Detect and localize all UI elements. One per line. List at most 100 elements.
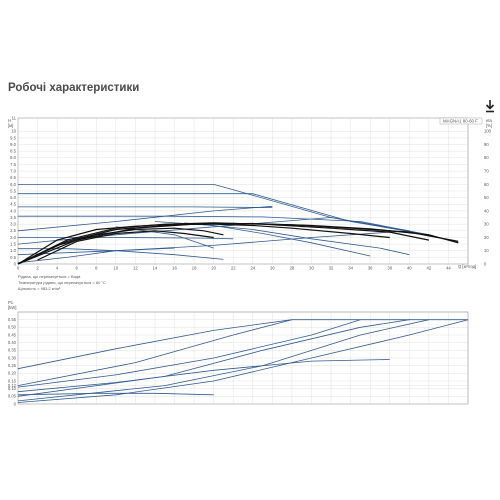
- p-tick-label: 0.35: [8, 348, 17, 353]
- pump-curve: [18, 237, 234, 240]
- pump-curve: [184, 222, 410, 256]
- power-curve: [17, 319, 468, 370]
- y-tick-label: 5.5: [10, 188, 16, 193]
- p-tick-label: 0.50: [8, 325, 17, 330]
- x-tick-label: 2: [36, 266, 39, 271]
- y-tick-label: 2.5: [10, 228, 16, 233]
- x-tick-label: 6: [76, 266, 79, 271]
- y-tick-label: 9.5: [10, 135, 16, 140]
- y2-tick-label: 40: [484, 208, 489, 213]
- y-tick-label: 6.5: [10, 175, 16, 180]
- p-tick-label: 0.30: [8, 355, 17, 360]
- power-curve: [17, 392, 214, 396]
- p-tick-label: 0.12: [8, 383, 17, 388]
- x-tick-label: 24: [250, 266, 255, 271]
- p-tick-label: 0: [14, 401, 17, 406]
- head-ticks: 0 2 4 6 8 10 12 14 16 18 20 22 24 26 28 30 32 34 36 38 40 42 4…: [10, 115, 491, 270]
- p-tick-label: 0.25: [8, 363, 17, 368]
- y-unit-label-2: [м]: [8, 123, 13, 128]
- p-tick-label: 0.55: [8, 317, 17, 322]
- y-tick-label: 9.0: [10, 142, 16, 147]
- x-label: Q [м³/год]: [458, 264, 476, 269]
- x-tick-label: 30: [309, 266, 314, 271]
- y2-tick-label: 60: [484, 182, 489, 187]
- x-tick-label: 22: [231, 266, 236, 271]
- y2-tick-label: 50: [484, 195, 489, 200]
- y-tick-label: 1.5: [10, 241, 16, 246]
- y2-unit-label-1: eta: [486, 118, 492, 123]
- power-curve: [17, 319, 293, 386]
- x-tick-label: 20: [211, 266, 216, 271]
- p-tick-label: 0.40: [8, 340, 17, 345]
- note-liquid: Рідина, що перекачується = Вода: [18, 274, 81, 279]
- power-curve: [17, 319, 469, 403]
- p-tick-label: 0.20: [8, 371, 17, 376]
- y-tick-label: 7.0: [10, 168, 16, 173]
- x-tick-label: 32: [329, 266, 334, 271]
- pump-curve: [17, 230, 410, 256]
- y-tick-label: 5.0: [10, 195, 16, 200]
- p-unit-label-1: P1: [8, 300, 14, 305]
- power-chart: 0 0.05 0.100.120.15 0.20 0.25 0.30 0.35 0.40 0.4…: [8, 300, 469, 406]
- legend-label: MAGNA1 80-60 F: [443, 119, 478, 124]
- y2-tick-label: 100: [484, 129, 492, 134]
- pump-curve: [17, 247, 175, 264]
- head-chart: 0 2 4 6 8 10 12 14 16 18 20 22 24 26 28 30 32 34 36 38 40 42 4…: [8, 115, 492, 291]
- power-curve: [17, 319, 410, 397]
- y-tick-label: 2.0: [10, 235, 16, 240]
- efficiency-curve: [17, 227, 224, 265]
- x-tick-label: 42: [427, 266, 432, 271]
- y2-tick-label: 80: [484, 155, 489, 160]
- head-series: [17, 184, 459, 265]
- p-tick-label: 0.15: [8, 378, 17, 383]
- y2-tick-label: 90: [484, 142, 489, 147]
- y-tick-label: 4.0: [10, 208, 16, 213]
- y-tick-label: 8.5: [10, 149, 16, 154]
- x-tick-label: 18: [192, 266, 197, 271]
- x-tick-label: 34: [348, 266, 353, 271]
- x-tick-label: 44: [446, 266, 451, 271]
- p-tick-label: 0.05: [8, 394, 17, 399]
- y-tick-label: 4.5: [10, 202, 16, 207]
- x-tick-label: 12: [133, 266, 138, 271]
- pump-curve: [18, 184, 459, 244]
- x-tick-label: 10: [113, 266, 118, 271]
- y2-tick-label: 0: [484, 261, 487, 266]
- x-tick-label: 36: [368, 266, 373, 271]
- efficiency-curve: [37, 230, 214, 261]
- x-tick-label: 28: [290, 266, 295, 271]
- y-tick-label: 1.0: [10, 248, 16, 253]
- head-grid: [17, 117, 469, 265]
- x-tick-label: 0: [17, 266, 20, 271]
- y-tick-label: 11: [12, 115, 17, 120]
- y2-tick-label: 10: [484, 248, 489, 253]
- y2-tick-label: 70: [484, 168, 489, 173]
- x-tick-label: 16: [172, 266, 177, 271]
- y-tick-label: 7.5: [10, 162, 16, 167]
- efficiency-curve: [17, 222, 459, 265]
- power-curve: [17, 319, 361, 388]
- p-tick-label: 0.10: [8, 386, 17, 391]
- power-curve: [17, 359, 390, 393]
- legend-box: [439, 117, 483, 125]
- page-title: Робочі характеристики: [8, 82, 140, 94]
- y2-tick-label: 20: [484, 235, 489, 240]
- x-tick-label: 4: [56, 266, 59, 271]
- x-tick-label: 8: [95, 266, 98, 271]
- y-tick-label: 10: [11, 129, 16, 134]
- efficiency-curve: [17, 222, 430, 265]
- y-tick-label: 3.5: [10, 215, 16, 220]
- x-tick-label: 14: [153, 266, 158, 271]
- y-tick-label: 6.0: [10, 182, 16, 187]
- x-tick-label: 26: [270, 266, 275, 271]
- pump-curve: [18, 206, 273, 208]
- power-series: [17, 319, 469, 403]
- x-tick-label: 38: [387, 266, 392, 271]
- p-tick-label: 0.45: [8, 332, 17, 337]
- y-unit-label-1: H: [8, 118, 11, 123]
- note-density: Щільність = 983.2 кг/м³: [18, 286, 61, 291]
- y-tick-label: 0.5: [10, 255, 16, 260]
- download-icon[interactable]: [484, 99, 496, 113]
- note-temperature: Температура рідини, що перекачується = 6…: [18, 280, 106, 285]
